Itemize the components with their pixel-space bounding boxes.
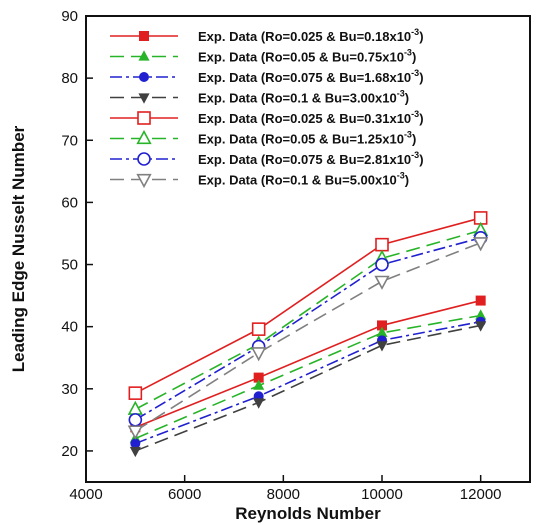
legend-label: Exp. Data (Ro=0.025 & Bu=0.31x10-3) (198, 109, 424, 126)
data-point (128, 386, 143, 400)
series-6 (127, 221, 489, 415)
x-axis-title: Reynolds Number (235, 504, 381, 523)
data-point (127, 400, 143, 415)
plot-frame (85, 15, 531, 483)
data-point (137, 111, 151, 125)
data-point (475, 321, 487, 332)
data-point (130, 438, 141, 449)
series-line (135, 320, 481, 445)
series-5 (128, 211, 488, 400)
x-tick-label: 10000 (361, 486, 403, 503)
legend-entry: Exp. Data (Ro=0.1 & Bu=3.00x10-3) (110, 89, 409, 106)
legend-label: Exp. Data (Ro=0.1 & Bu=5.00x10-3) (198, 171, 409, 188)
data-point (475, 295, 486, 306)
series-2 (129, 309, 487, 443)
data-point (129, 446, 141, 458)
y-tick-label: 30 (61, 381, 78, 398)
series-8 (127, 237, 489, 440)
data-point (127, 425, 143, 440)
x-tick-label: 8000 (267, 486, 300, 503)
legend-entry: Exp. Data (Ro=0.05 & Bu=0.75x10-3) (110, 48, 416, 65)
series-line (135, 299, 481, 429)
data-point (136, 173, 152, 189)
y-tick-label: 20 (61, 443, 78, 460)
data-point (137, 152, 151, 166)
data-point (376, 341, 388, 352)
legend-label: Exp. Data (Ro=0.1 & Bu=3.00x10-3) (198, 89, 409, 106)
data-point (128, 413, 143, 427)
series-line (134, 229, 481, 411)
legend-label: Exp. Data (Ro=0.05 & Bu=0.75x10-3) (198, 48, 416, 65)
y-tick-label: 50 (61, 257, 78, 274)
legend-entry: Exp. Data (Ro=0.1 & Bu=5.00x10-3) (110, 171, 409, 189)
legend-entry: Exp. Data (Ro=0.075 & Bu=1.68x10-3) (110, 68, 424, 85)
data-point (251, 322, 266, 336)
y-tick-label: 40 (61, 319, 78, 336)
series-line (134, 242, 481, 432)
series-line (135, 324, 481, 452)
data-point (251, 347, 267, 362)
legend-label: Exp. Data (Ro=0.075 & Bu=2.81x10-3) (198, 150, 424, 167)
data-point (375, 257, 389, 272)
legend-entry: Exp. Data (Ro=0.075 & Bu=2.81x10-3) (110, 150, 424, 167)
legend-label: Exp. Data (Ro=0.025 & Bu=0.18x10-3) (198, 27, 424, 44)
data-point (139, 31, 149, 41)
data-point (253, 379, 265, 390)
y-tick-label: 60 (61, 194, 78, 211)
data-point (138, 50, 150, 61)
data-point (136, 129, 152, 145)
series-4 (129, 321, 487, 458)
data-point (139, 72, 149, 82)
x-tick-label: 12000 (460, 486, 502, 503)
legend-entry: Exp. Data (Ro=0.025 & Bu=0.31x10-3) (110, 109, 424, 126)
data-point (375, 237, 389, 252)
legend: Exp. Data (Ro=0.025 & Bu=0.18x10-3) Exp. … (110, 27, 424, 189)
series-line (134, 237, 481, 421)
x-tick-label: 4000 (69, 486, 102, 503)
series-line (135, 314, 481, 440)
x-tick-label: 6000 (168, 486, 201, 503)
legend-label: Exp. Data (Ro=0.075 & Bu=1.68x10-3) (198, 68, 424, 85)
series-3 (130, 316, 486, 449)
data-point (138, 93, 150, 104)
legend-entry: Exp. Data (Ro=0.025 & Bu=0.18x10-3) (110, 27, 424, 44)
y-tick-label: 70 (61, 132, 78, 149)
series-layer (127, 211, 489, 458)
legend-label: Exp. Data (Ro=0.05 & Bu=1.25x10-3) (198, 130, 416, 147)
series-line (134, 217, 481, 394)
y-axis-title: Leading Edge Nusselt Number (9, 125, 28, 372)
series-1 (130, 295, 486, 433)
data-point (473, 237, 489, 252)
y-tick-label: 80 (61, 70, 78, 87)
data-point (253, 398, 265, 409)
y-tick-label: 90 (61, 8, 78, 25)
axis-layer: 4000 6000 8000 10000 12000 20 30 40 50 60 70 80 90 (61, 8, 501, 503)
legend-entry: Exp. Data (Ro=0.05 & Bu=1.25x10-3) (110, 130, 416, 147)
data-point (374, 275, 390, 290)
